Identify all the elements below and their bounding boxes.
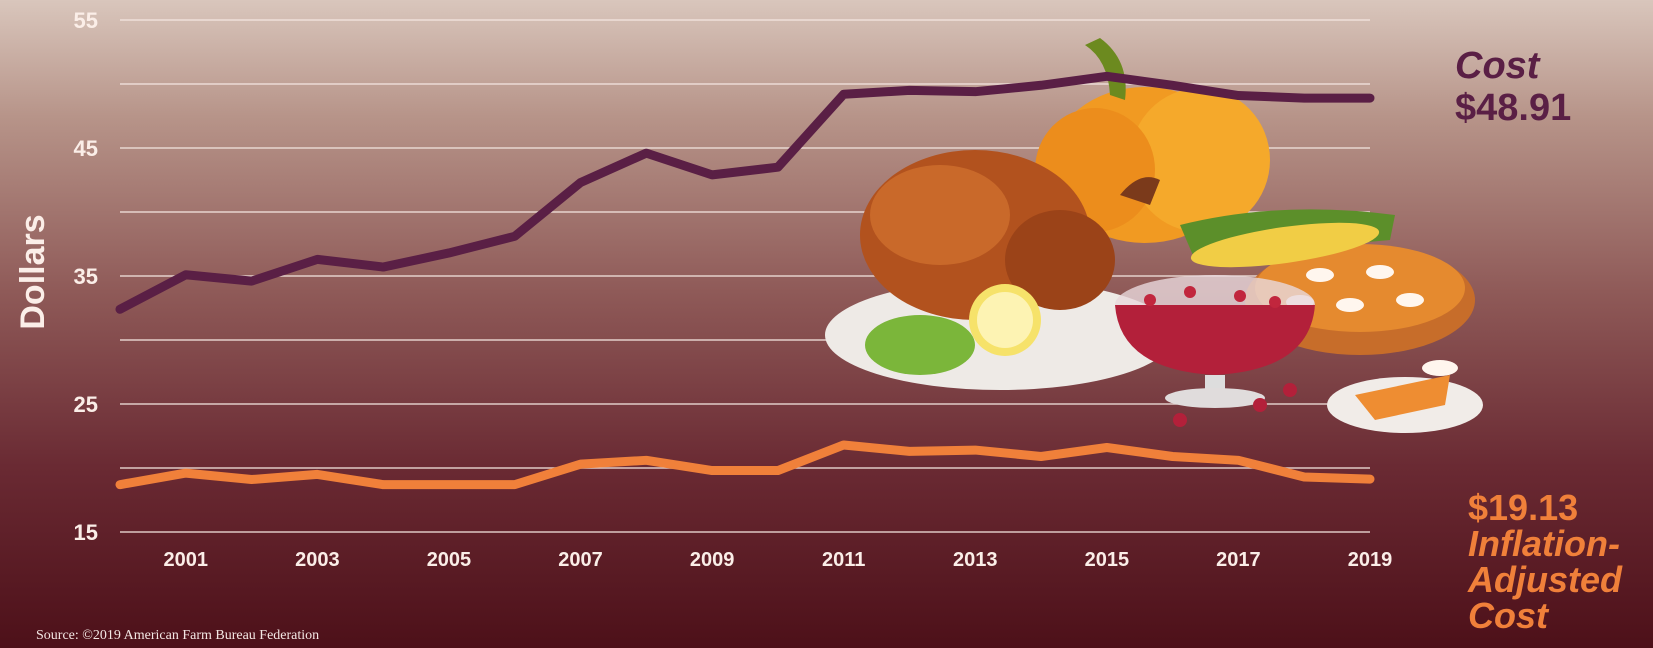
data-point bbox=[711, 470, 713, 472]
inflation-value: $19.13 bbox=[1468, 487, 1579, 528]
data-point bbox=[1106, 447, 1108, 449]
data-point bbox=[382, 484, 384, 486]
data-point bbox=[1303, 97, 1305, 99]
data-point bbox=[645, 459, 647, 461]
data-point bbox=[119, 308, 121, 310]
x-tick-label: 2005 bbox=[427, 549, 472, 571]
y-axis-label-container: Dollars bbox=[14, 214, 52, 329]
inflation-label-line1: Inflation- bbox=[1468, 523, 1620, 564]
x-tick-label: 2017 bbox=[1216, 549, 1261, 571]
source-note: Source: ©2019 American Farm Bureau Feder… bbox=[36, 628, 320, 643]
data-point bbox=[448, 252, 450, 254]
data-point bbox=[843, 444, 845, 446]
x-tick-label: 2001 bbox=[164, 549, 209, 571]
data-point bbox=[1237, 95, 1239, 97]
inflation-annotation: $19.13 Inflation- Adjusted Cost bbox=[1468, 490, 1622, 634]
y-tick-label: 55 bbox=[74, 8, 98, 33]
data-point bbox=[119, 484, 121, 486]
data-point bbox=[777, 470, 779, 472]
y-tick-label: 35 bbox=[74, 264, 98, 289]
data-point bbox=[1172, 455, 1174, 457]
data-point bbox=[316, 473, 318, 475]
data-point bbox=[1106, 75, 1108, 77]
cost-series-line bbox=[115, 71, 1375, 314]
x-tick-label: 2011 bbox=[822, 549, 865, 571]
cost-label: Cost bbox=[1455, 45, 1540, 87]
data-point bbox=[1040, 84, 1042, 86]
cost-annotation: Cost $48.91 bbox=[1455, 45, 1571, 129]
y-tick-labels: 15 25 35 45 55 bbox=[74, 8, 98, 545]
y-tick-label: 15 bbox=[74, 520, 98, 545]
data-point bbox=[908, 89, 910, 91]
data-point bbox=[1237, 459, 1239, 461]
x-tick-label: 2013 bbox=[953, 549, 998, 571]
y-axis-label: Dollars bbox=[14, 214, 52, 329]
x-tick-label: 2009 bbox=[690, 549, 735, 571]
inflation-label-line2: Adjusted bbox=[1468, 559, 1623, 600]
data-point bbox=[1172, 84, 1174, 86]
data-point bbox=[382, 266, 384, 268]
cost-value: $48.91 bbox=[1455, 87, 1572, 129]
data-point bbox=[185, 472, 187, 474]
y-tick-label: 45 bbox=[74, 136, 98, 161]
x-tick-label: 2007 bbox=[558, 549, 603, 571]
data-point bbox=[514, 484, 516, 486]
data-point bbox=[448, 484, 450, 486]
x-tick-labels: 2001 2003 2005 2007 2009 2011 2013 2015 2017 2019 bbox=[164, 549, 1393, 571]
data-point bbox=[1369, 478, 1371, 480]
x-tick-label: 2019 bbox=[1348, 549, 1393, 571]
data-point bbox=[251, 479, 253, 481]
data-point bbox=[316, 258, 318, 260]
cranberry-sauce-icon bbox=[1115, 275, 1315, 427]
data-point bbox=[1303, 476, 1305, 478]
data-point bbox=[777, 166, 779, 168]
data-point bbox=[580, 463, 582, 465]
data-point bbox=[1040, 455, 1042, 457]
data-point bbox=[711, 174, 713, 176]
corn-icon bbox=[1180, 209, 1395, 268]
data-point bbox=[974, 449, 976, 451]
data-point bbox=[514, 235, 516, 237]
data-point bbox=[843, 93, 845, 95]
data-point bbox=[908, 450, 910, 452]
thanksgiving-food-illustration bbox=[825, 38, 1483, 433]
data-point bbox=[251, 280, 253, 282]
data-point bbox=[1369, 97, 1371, 99]
data-point bbox=[645, 152, 647, 154]
turkey-icon bbox=[825, 150, 1175, 390]
pie-slice-icon bbox=[1327, 360, 1483, 433]
data-point bbox=[580, 182, 582, 184]
x-tick-label: 2003 bbox=[295, 549, 340, 571]
y-tick-label: 25 bbox=[74, 392, 98, 417]
data-point bbox=[974, 91, 976, 93]
inflation-label-line3: Cost bbox=[1468, 595, 1548, 636]
series-lines bbox=[115, 71, 1375, 490]
data-point bbox=[185, 274, 187, 276]
inflation-adjusted-series-line bbox=[115, 440, 1375, 490]
x-tick-label: 2015 bbox=[1085, 549, 1130, 571]
